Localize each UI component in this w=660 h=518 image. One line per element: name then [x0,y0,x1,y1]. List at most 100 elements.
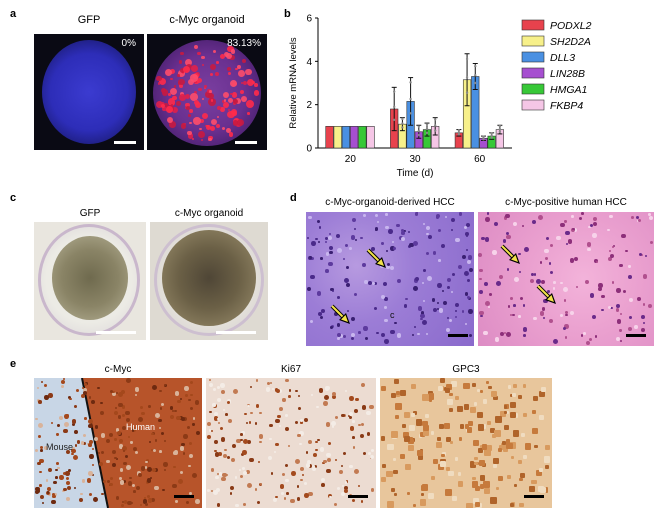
legend-swatch [521,99,545,111]
bar [341,126,351,149]
y-tick-label: 0 [306,144,312,155]
organoid-hcc-histology-image: c [306,212,474,346]
legend-swatch [521,35,545,47]
legend-label: FKBP4 [550,100,583,112]
legend-label: DLL3 [550,52,575,64]
cmyc-fluorescence-image: 83.13% [147,34,267,150]
nuclei-texture [306,212,474,346]
scale-bar [216,331,256,334]
cmyc-brightfield-image [150,222,268,340]
replicate-point [425,131,429,135]
gfp-organoid-blob [42,40,136,144]
replicate-point [498,127,502,131]
scale-bar [524,495,544,498]
replicate-point [409,97,412,101]
replicate-point [457,133,461,136]
cmyc-percentage: 83.13% [227,38,261,49]
legend-label: PODXL2 [550,20,592,32]
ki67-ihc-image [206,378,376,508]
replicate-point [498,130,502,133]
arrow-icon [330,304,350,324]
human-label: Human [126,422,156,432]
replicate-point [474,64,477,68]
replicate-point [434,118,437,121]
bar [366,126,375,149]
stain-texture [206,378,376,508]
replicate-point [417,129,420,133]
replicate-point [393,105,396,109]
legend-label: SH2D2A [550,36,591,48]
y-tick-label: 2 [306,100,312,111]
y-tick-label: 4 [306,57,312,68]
scale-bar [114,141,136,144]
replicate-point [482,136,485,140]
gpc3-ihc-image [380,378,552,508]
x-axis-label: Time (d) [397,168,434,179]
replicate-point [465,57,469,61]
replicate-point [465,75,469,79]
legend-label: LIN28B [550,68,585,80]
replicate-point [474,81,477,85]
legend-swatch [521,83,545,95]
replicate-point [490,132,493,135]
scale-bar [235,141,257,144]
legend-label: HMGA1 [550,84,587,96]
arrow-icon [536,284,556,304]
stain-texture [380,378,552,508]
bar [358,126,367,149]
replicate-point [474,74,477,77]
replicate-point [401,122,404,125]
legend-swatch [521,19,545,31]
panel-label-c: c [10,192,17,204]
replicate-point [465,91,469,94]
replicate-point [434,124,437,127]
x-tick-label: 60 [474,154,486,165]
replicate-point [425,123,429,126]
inset-letter: c [390,310,395,320]
replicate-point [401,117,404,121]
panel-a-left-caption: GFP [77,14,101,26]
panel-label-b: b [284,8,291,20]
arrow-icon [366,248,386,268]
replicate-point [498,124,502,128]
replicate-point [393,90,396,93]
replicate-point [401,126,404,129]
replicate-point [417,133,420,137]
mouse-label: Mouse [46,442,74,452]
panel-d-left-caption: c-Myc-organoid-derived HCC [325,197,455,208]
scale-bar [626,334,646,337]
panel-a-right-caption: c-Myc organoid [169,14,245,26]
x-tick-label: 20 [345,154,357,165]
panel-e-caption-cmyc: c-Myc [104,364,132,375]
panel-label-e: e [10,358,17,370]
arrow-icon [500,244,520,264]
nuclei-texture [478,212,654,346]
replicate-point [490,134,493,137]
bar [325,126,334,149]
scale-bar [96,331,136,334]
panel-c-right-caption: c-Myc organoid [174,208,244,219]
y-axis-label: Relative mRNA levels [288,37,299,129]
gfp-organoid [52,236,128,320]
x-tick-label: 30 [409,154,421,165]
panel-label-a: a [10,8,17,20]
panel-c-left-caption: GFP [79,208,101,219]
panel-e-caption-ki67: Ki67 [280,364,301,375]
red-cells-overlay [147,34,267,150]
replicate-point [490,136,493,139]
panel-label-d: d [290,192,297,204]
gfp-fluorescence-image: 0% [34,34,144,150]
gfp-percentage: 0% [121,38,136,49]
cmyc-ihc-image: Mouse Human [34,378,202,508]
human-hcc-histology-image [478,212,654,346]
y-tick-label: 6 [306,14,312,25]
replicate-point [457,129,461,132]
scale-bar [174,495,194,498]
bar [350,126,359,149]
scale-bar [448,334,468,337]
replicate-point [409,81,412,84]
panel-e-caption-gpc3: GPC3 [452,364,480,375]
cmyc-organoid [162,230,256,326]
replicate-point [393,118,396,122]
stain-texture [34,378,202,508]
